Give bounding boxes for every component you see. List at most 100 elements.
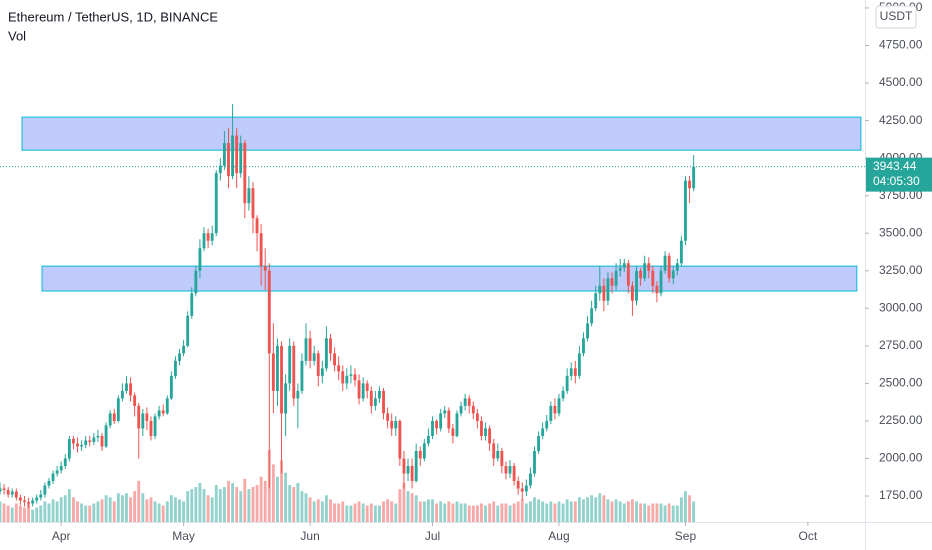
volume-bar [553,503,557,522]
volume-bar [55,501,59,522]
candle-body [655,285,659,294]
volume-bar [463,503,467,522]
volume-bar [382,501,385,522]
volume-bar [10,507,14,522]
volume-bar [276,476,279,522]
zone [21,116,862,151]
candle-body [116,398,120,421]
candle-body [27,502,30,504]
currency[interactable]: USDT [880,9,913,23]
volume-bar [622,503,626,522]
candle-body [137,405,141,429]
candle-body [663,255,667,271]
candle-body [92,437,96,442]
volume-bar [243,478,247,522]
candle-body [410,465,414,482]
candle-body [545,420,549,429]
volume-bar [582,499,585,522]
candle-body [63,458,67,466]
volume-bar [643,503,647,522]
volume-bar [218,489,222,522]
candle-body [76,443,79,447]
candle-body [341,371,345,384]
y-tick-label: 2250.00 [879,413,923,427]
candle-body [112,413,116,421]
candle-body [276,345,279,391]
volume-bar [577,497,581,522]
volume-bar [418,501,422,522]
volume-bar [304,493,308,522]
candle-body [227,143,230,177]
volume-bar [353,503,357,522]
candle-body [565,375,569,391]
volume-bar [227,480,230,522]
candle-body [231,135,234,177]
volume-bar [324,495,328,522]
volume-bar [561,503,565,522]
candle-body [671,270,675,279]
candle-body [443,410,447,414]
volume-bar [349,505,353,522]
candle-body [639,270,643,279]
volume-bar [259,476,263,522]
candle-body [692,166,696,189]
volume-bar [247,489,251,522]
candle-body [626,263,630,286]
candle-body [675,263,679,271]
candle-body [394,420,398,429]
volume-bar [194,487,198,522]
candle-body [569,368,573,376]
volume-bar [345,505,349,522]
candle-body [169,375,173,399]
volume-bar [296,482,300,522]
candle-body [23,500,26,503]
y-tick-label: 2500.00 [879,376,923,390]
volume-bar [43,501,47,522]
candle-body [520,488,524,492]
volume-bar [129,497,132,522]
volume-bar [594,497,598,522]
candle-body [533,450,536,474]
volume-bar [639,503,643,522]
volume-bar [80,503,84,522]
candle-body [108,413,112,426]
candle-body [206,233,210,241]
candle-body [386,413,390,421]
volume-bar [508,505,512,522]
candle-body [439,413,443,429]
candle-body [296,390,300,399]
volume-bar [365,505,369,522]
candle-body [382,390,385,414]
volume-bar [300,491,304,522]
candle-body [2,488,6,491]
candle-body [104,425,108,447]
volume-bar [467,505,471,522]
last-price-box [866,157,932,192]
candle-body [251,188,255,219]
candle-body [451,428,455,436]
candle-body [426,435,430,444]
candle-body [475,413,479,421]
volume-bar [386,499,390,522]
candle-body [214,173,218,234]
x-tick-label: Sep [675,529,697,543]
volume-bar [610,501,614,522]
volume-bar [692,501,696,522]
candle-body [329,338,332,354]
candle-body [447,410,451,429]
candle-body [688,180,691,189]
volume-bar [125,493,128,522]
candle-body [435,420,439,429]
plot-area [0,104,865,522]
volume-bar [647,505,651,522]
volume-bar [484,505,487,522]
volume-bar [537,499,541,522]
volume-bar [361,503,365,522]
volume-bar [67,489,71,522]
candle-body [349,374,353,376]
volume-bar [488,503,492,522]
candle-body [496,450,500,459]
volume-bar [496,505,500,522]
currency-box[interactable] [875,5,917,29]
candle-body [590,308,594,324]
